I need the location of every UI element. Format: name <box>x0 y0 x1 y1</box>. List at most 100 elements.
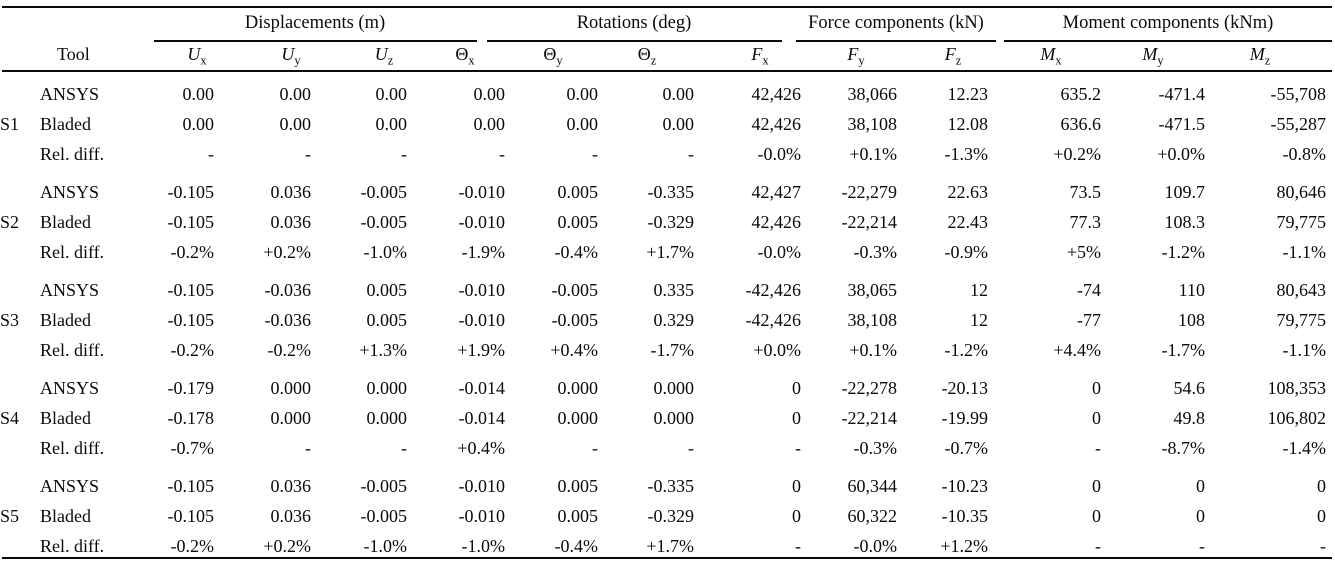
value-cell: -0.010 <box>458 506 506 526</box>
value-cell: 108.3 <box>1164 212 1206 232</box>
value-cell: 0.000 <box>366 408 408 428</box>
col-header-fx: Fx <box>751 44 769 68</box>
section-label: S2 <box>0 212 20 232</box>
value-cell: -0.005 <box>360 476 408 496</box>
value-cell: - <box>592 438 598 458</box>
value-cell: -1.2% <box>1161 242 1206 262</box>
value-cell: 0.036 <box>270 506 312 526</box>
header-bottom-rule <box>2 70 1332 72</box>
col-header-my: My <box>1142 44 1164 68</box>
table-row: S4 ANSYS -0.179 0.000 0.000 -0.014 0.000 0.000 0… <box>0 365 1326 428</box>
tool-cell: ANSYS <box>40 84 100 104</box>
value-cell: 42,426 <box>751 114 802 134</box>
value-cell: 635.2 <box>1060 84 1102 104</box>
value-cell: 0.00 <box>662 84 695 104</box>
tool-cell: Bladed <box>40 506 91 526</box>
value-cell: -0.005 <box>360 182 408 202</box>
value-cell: -1.3% <box>944 144 989 164</box>
value-cell: 0.036 <box>270 182 312 202</box>
value-cell: -1.0% <box>363 242 408 262</box>
value-cell: - <box>592 144 598 164</box>
value-cell: -0.7% <box>170 438 215 458</box>
value-cell: -0.105 <box>167 476 215 496</box>
value-cell: -0.010 <box>458 310 506 330</box>
value-cell: -0.105 <box>167 212 215 232</box>
value-cell: -0.105 <box>167 182 215 202</box>
value-cell: - <box>1095 536 1101 556</box>
value-cell: 0.000 <box>366 378 408 398</box>
value-cell: 0.000 <box>557 378 599 398</box>
table-row: Bladed -0.105 0.036 -0.005 -0.010 0.005 -0.329… <box>0 207 1326 237</box>
group-header-displacements: Displacements (m) <box>244 13 386 33</box>
value-cell: 0.00 <box>375 84 408 104</box>
value-cell: -0.335 <box>647 182 695 202</box>
value-cell: 0.005 <box>557 182 599 202</box>
value-cell: 80,646 <box>1276 182 1327 202</box>
value-cell: 0.00 <box>182 84 215 104</box>
value-cell: -42,426 <box>745 310 802 330</box>
tool-cell: Bladed <box>40 114 91 134</box>
value-cell: -55,708 <box>1270 84 1327 104</box>
tool-cell: Rel. diff. <box>40 536 105 556</box>
col-header-thetaz: Θz <box>637 44 657 68</box>
value-cell: -22,214 <box>841 212 898 232</box>
value-cell: 54.6 <box>1173 378 1206 398</box>
table-row: Rel. diff. -0.2% +0.2% -1.0% -1.0% -0.4% +1.7%… <box>0 531 1326 561</box>
value-cell: -22,279 <box>841 182 898 202</box>
value-cell: -10.23 <box>941 476 989 496</box>
table-row: Bladed 0.00 0.00 0.00 0.00 0.00 0.00 42,426 38,1… <box>0 109 1326 139</box>
value-cell: 0.00 <box>662 114 695 134</box>
value-cell: -0.105 <box>167 310 215 330</box>
value-cell: -1.0% <box>461 536 506 556</box>
value-cell: -0.329 <box>647 212 695 232</box>
value-cell: -22,278 <box>841 378 898 398</box>
value-cell: - <box>1199 536 1205 556</box>
value-cell: 38,108 <box>847 114 898 134</box>
value-cell: +4.4% <box>1053 340 1101 360</box>
table-row: S1 ANSYS 0.00 0.00 0.00 0.00 0.00 0.00 42,426 38,… <box>0 73 1327 134</box>
value-cell: 0.000 <box>653 408 695 428</box>
value-cell: -0.0% <box>853 536 898 556</box>
value-cell: -0.4% <box>554 242 599 262</box>
value-cell: -1.1% <box>1282 340 1327 360</box>
tool-cell: ANSYS <box>40 280 100 300</box>
value-cell: 0.005 <box>366 310 408 330</box>
section-label: S4 <box>0 408 20 428</box>
group-rule-rotations <box>487 40 782 42</box>
section-label: S1 <box>0 114 20 134</box>
value-cell: 38,066 <box>847 84 898 104</box>
value-cell: 79,775 <box>1276 310 1327 330</box>
value-cell: -0.010 <box>458 280 506 300</box>
value-cell: 0 <box>1092 476 1101 496</box>
col-header-uz: Uz <box>374 44 394 68</box>
value-cell: +1.7% <box>646 536 694 556</box>
group-rule-forces <box>796 40 996 42</box>
table-row: Bladed -0.105 0.036 -0.005 -0.010 0.005 -0.329… <box>0 501 1326 531</box>
value-cell: 60,322 <box>847 506 898 526</box>
value-cell: -0.4% <box>554 536 599 556</box>
value-cell: -0.3% <box>853 242 898 262</box>
value-cell: 0.00 <box>279 84 312 104</box>
value-cell: 0.000 <box>557 408 599 428</box>
value-cell: - <box>305 438 311 458</box>
value-cell: 38,065 <box>847 280 898 300</box>
value-cell: 0 <box>792 506 801 526</box>
value-cell: 12 <box>970 280 988 300</box>
value-cell: 60,344 <box>847 476 898 496</box>
group-header-moments: Moment components (kNm) <box>1062 13 1274 33</box>
tool-column-header: Tool <box>57 44 90 64</box>
value-cell: 0 <box>1092 378 1101 398</box>
group-rule-displacements <box>154 40 477 42</box>
value-cell: -0.7% <box>944 438 989 458</box>
tool-cell: Rel. diff. <box>40 242 105 262</box>
value-cell: 0.005 <box>557 506 599 526</box>
tool-cell: Rel. diff. <box>40 340 105 360</box>
value-cell: 12 <box>970 310 988 330</box>
value-cell: 12.23 <box>947 84 989 104</box>
col-header-thetax: Θx <box>455 44 475 68</box>
value-cell: +0.4% <box>550 340 598 360</box>
value-cell: +1.7% <box>646 242 694 262</box>
value-cell: -42,426 <box>745 280 802 300</box>
value-cell: +0.0% <box>1157 144 1205 164</box>
value-cell: 0.000 <box>270 378 312 398</box>
